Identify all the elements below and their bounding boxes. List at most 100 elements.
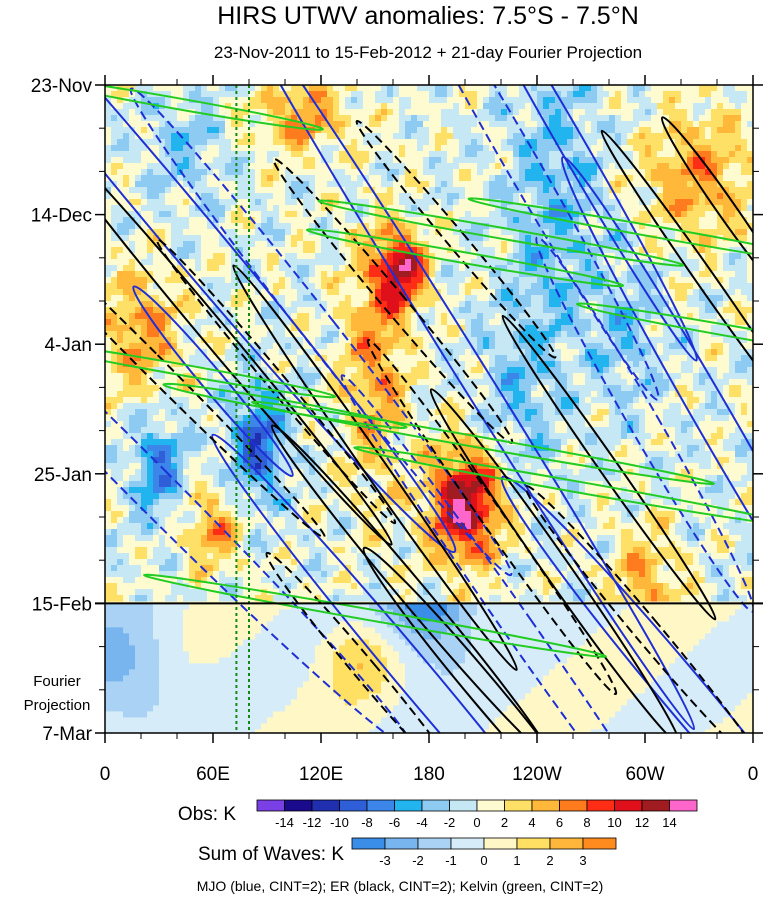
heatmap-cell — [273, 127, 280, 134]
heatmap-cell — [639, 289, 646, 296]
heatmap-cell — [471, 115, 478, 122]
heatmap-cell — [561, 325, 568, 332]
heatmap-cell — [243, 115, 250, 122]
heatmap-cell — [747, 145, 753, 152]
heatmap-cell — [549, 193, 556, 200]
heatmap-cell — [411, 109, 418, 116]
heatmap-cell — [357, 97, 364, 104]
heatmap-cell — [123, 175, 130, 182]
heatmap-cell — [405, 229, 412, 236]
heatmap-cell — [615, 223, 622, 230]
heatmap-cell — [321, 313, 328, 320]
heatmap-cell — [243, 211, 250, 218]
heatmap-cell — [147, 337, 154, 344]
heatmap-cell — [429, 289, 436, 296]
heatmap-cell — [717, 115, 724, 122]
heatmap-cell — [651, 169, 658, 176]
heatmap-cell — [279, 109, 286, 116]
heatmap-cell — [279, 193, 286, 200]
heatmap-cell — [321, 349, 328, 356]
heatmap-cell — [507, 343, 514, 350]
heatmap-cell — [399, 259, 406, 266]
heatmap-cell — [165, 217, 172, 224]
heatmap-cell — [189, 175, 196, 182]
heatmap-cell — [153, 355, 160, 362]
heatmap-cell — [273, 205, 280, 212]
heatmap-cell — [417, 115, 424, 122]
heatmap-cell — [651, 343, 658, 350]
heatmap-cell — [279, 253, 286, 260]
heatmap-cell — [261, 313, 268, 320]
heatmap-cell — [255, 211, 262, 218]
heatmap-cell — [729, 265, 736, 272]
heatmap-cell — [297, 97, 304, 104]
heatmap-cell — [261, 193, 268, 200]
heatmap-cell — [495, 313, 502, 320]
heatmap-cell — [255, 283, 262, 290]
heatmap-cell — [645, 103, 652, 110]
heatmap-cell — [579, 151, 586, 158]
heatmap-cell — [333, 187, 340, 194]
heatmap-cell — [207, 319, 214, 326]
heatmap-cell — [579, 169, 586, 176]
heatmap-cell — [321, 85, 328, 92]
heatmap-cell — [693, 193, 700, 200]
heatmap-cell — [501, 349, 508, 356]
heatmap-cell — [657, 187, 664, 194]
heatmap-cell — [165, 289, 172, 296]
heatmap-cell — [345, 115, 352, 122]
heatmap-cell — [279, 325, 286, 332]
heatmap-cell — [729, 139, 736, 146]
heatmap-cell — [429, 343, 436, 350]
heatmap-cell — [417, 85, 424, 92]
heatmap-cell — [447, 181, 454, 188]
heatmap-cell — [627, 169, 634, 176]
heatmap-cell — [585, 133, 592, 140]
heatmap-cell — [585, 175, 592, 182]
heatmap-cell — [321, 283, 328, 290]
heatmap-cell — [213, 235, 220, 242]
heatmap-cell — [609, 109, 616, 116]
heatmap-cell — [663, 259, 670, 266]
heatmap-cell — [279, 259, 286, 266]
heatmap-cell — [669, 97, 676, 104]
heatmap-cell — [513, 145, 520, 152]
heatmap-cell — [123, 289, 130, 296]
heatmap-cell — [651, 139, 658, 146]
heatmap-cell — [609, 301, 616, 308]
heatmap-cell — [723, 259, 730, 266]
heatmap-cell — [207, 151, 214, 158]
heatmap-cell — [711, 289, 718, 296]
heatmap-cell — [483, 109, 490, 116]
heatmap-cell — [237, 355, 244, 362]
heatmap-cell — [597, 265, 604, 272]
heatmap-cell — [363, 109, 370, 116]
heatmap-cell — [411, 319, 418, 326]
heatmap-cell — [531, 289, 538, 296]
heatmap-cell — [201, 151, 208, 158]
heatmap-cell — [237, 259, 244, 266]
heatmap-cell — [579, 127, 586, 134]
heatmap-cell — [747, 301, 753, 308]
heatmap-cell — [291, 139, 298, 146]
heatmap-cell — [747, 103, 753, 110]
heatmap-cell — [375, 265, 382, 272]
heatmap-cell — [255, 301, 262, 308]
heatmap-cell — [201, 265, 208, 272]
heatmap-cell — [483, 145, 490, 152]
heatmap-cell — [741, 277, 748, 284]
heatmap-cell — [111, 307, 118, 314]
heatmap-cell — [603, 145, 610, 152]
heatmap-cell — [657, 169, 664, 176]
heatmap-cell — [585, 289, 592, 296]
heatmap-cell — [165, 175, 172, 182]
heatmap-cell — [315, 199, 322, 206]
heatmap-cell — [483, 331, 490, 338]
heatmap-cell — [381, 211, 388, 218]
heatmap-cell — [507, 193, 514, 200]
heatmap-cell — [507, 181, 514, 188]
heatmap-cell — [435, 169, 442, 176]
heatmap-cell — [735, 241, 742, 248]
heatmap-cell — [381, 169, 388, 176]
heatmap-cell — [243, 283, 250, 290]
